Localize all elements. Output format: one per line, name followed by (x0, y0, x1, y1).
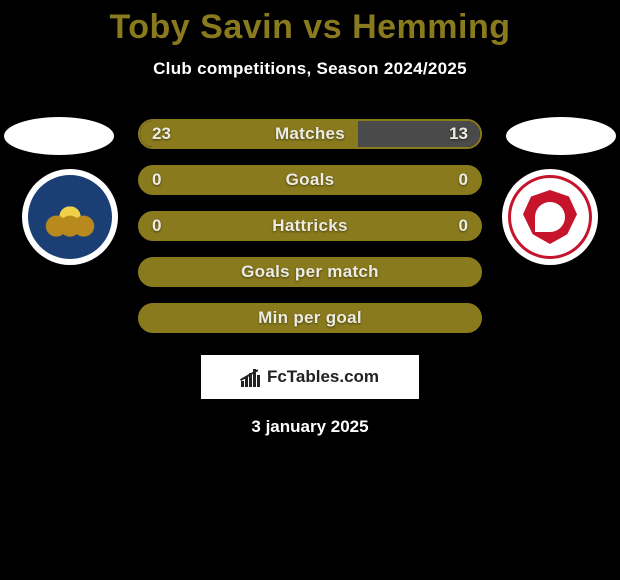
club-crest-left (22, 169, 118, 265)
stat-rows: 23 13 Matches 0 0 Goals 0 0 Hattricks Goals per m… (138, 119, 482, 333)
stat-value-right: 0 (459, 216, 468, 236)
stat-row: 0 0 Hattricks (138, 211, 482, 241)
stat-row: 23 13 Matches (138, 119, 482, 149)
stat-value-right: 13 (449, 124, 468, 144)
watermark-text: FcTables.com (267, 367, 379, 387)
page-subtitle: Club competitions, Season 2024/2025 (0, 59, 620, 79)
club-crest-right (502, 169, 598, 265)
watermark: FcTables.com (201, 355, 419, 399)
stat-label: Goals per match (241, 262, 379, 282)
page-title: Toby Savin vs Hemming (0, 0, 620, 47)
stats-area: 23 13 Matches 0 0 Goals 0 0 Hattricks Goals per m… (0, 119, 620, 333)
stat-label: Matches (275, 124, 345, 144)
stat-label: Hattricks (272, 216, 347, 236)
stat-value-left: 0 (152, 170, 161, 190)
bar-chart-icon (241, 367, 261, 387)
stat-value-left: 23 (152, 124, 171, 144)
stat-label: Goals (286, 170, 335, 190)
player-oval-right (506, 117, 616, 155)
comparison-date: 3 january 2025 (0, 417, 620, 437)
leyton-orient-crest-icon (508, 175, 592, 259)
stat-row: Min per goal (138, 303, 482, 333)
stat-row: Goals per match (138, 257, 482, 287)
player-oval-left (4, 117, 114, 155)
stat-row: 0 0 Goals (138, 165, 482, 195)
stat-value-left: 0 (152, 216, 161, 236)
stat-value-right: 0 (459, 170, 468, 190)
stat-label: Min per goal (258, 308, 362, 328)
shrewsbury-crest-icon (28, 175, 112, 259)
